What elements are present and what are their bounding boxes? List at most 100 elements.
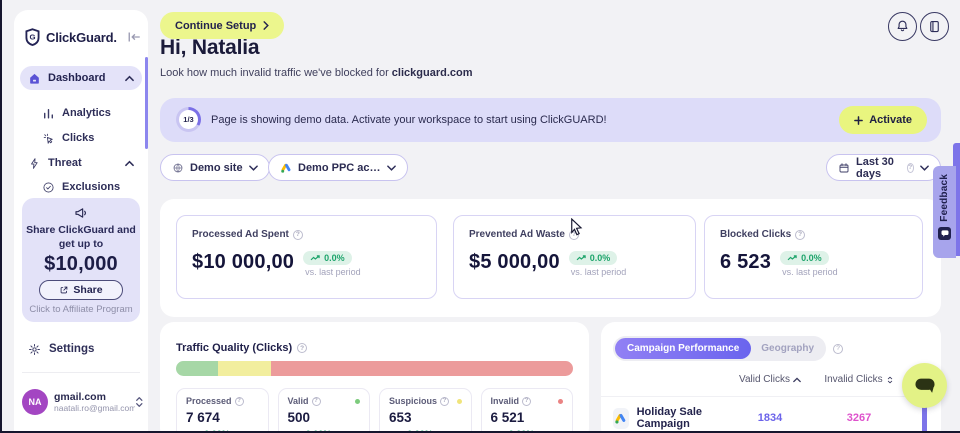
stat-caption: vs. last period: [782, 267, 838, 277]
chevron-down-icon: [386, 164, 396, 171]
tq-card-invalid: Invalid? 6 521 +0.00%: [480, 388, 573, 433]
chat-bubble-icon: [914, 378, 935, 393]
continue-setup-button[interactable]: Continue Setup: [160, 12, 285, 39]
sort-asc-icon: [793, 376, 801, 382]
sidebar-item-analytics[interactable]: Analytics: [20, 102, 142, 124]
info-icon[interactable]: ?: [311, 396, 321, 406]
site-filter-dropdown[interactable]: Demo site: [160, 154, 270, 181]
stat-card-prevented-ad-waste: Prevented Ad Waste? $5 000,00 0.0% vs. l…: [453, 215, 696, 299]
info-icon[interactable]: ?: [297, 343, 308, 353]
sidebar-item-threat[interactable]: Threat: [20, 151, 142, 175]
campaign-row[interactable]: Holiday Sale Campaign 1834 3267: [613, 400, 941, 433]
lightning-icon: [28, 157, 41, 170]
suspicious-dot: [456, 398, 462, 404]
ppc-account-filter-dropdown[interactable]: Demo PPC ac…: [268, 154, 408, 181]
check-circle-icon: [42, 181, 55, 194]
avatar: NA: [22, 389, 48, 415]
invalid-clicks-value: 3267: [846, 412, 872, 424]
tq-value: 653: [389, 410, 412, 425]
feedback-chat-icon: [938, 226, 951, 240]
sidebar-item-label: Threat: [48, 157, 82, 169]
affiliate-program-link[interactable]: Click to Affiliate Program: [29, 304, 133, 315]
sort-icon: [887, 376, 892, 383]
sidebar-item-settings[interactable]: Settings: [20, 338, 142, 360]
brand-name: ClickGuard.: [46, 29, 117, 45]
page-title: Hi, Natalia: [160, 36, 260, 59]
google-ads-icon: [280, 162, 292, 174]
share-button[interactable]: Share: [39, 280, 123, 300]
stat-title: Blocked Clicks: [720, 229, 792, 240]
account-email: naatali.ro@gmail.com: [54, 403, 136, 413]
sidebar-item-dashboard[interactable]: Dashboard: [20, 66, 142, 90]
kpi-panel: Processed Ad Spent? $10 000,00 0.0% vs. …: [160, 199, 941, 317]
info-icon[interactable]: ?: [440, 396, 450, 406]
account-switcher[interactable]: NA gmail.com naatali.ro@gmail.com: [22, 382, 144, 422]
plus-icon: [854, 115, 864, 125]
page-subtitle: Look how much invalid traffic we've bloc…: [160, 67, 473, 79]
date-range-dropdown[interactable]: Last 30 days ?: [826, 154, 941, 181]
bar-segment-invalid: [271, 361, 573, 376]
info-icon[interactable]: ?: [795, 229, 806, 240]
activate-label: Activate: [869, 114, 912, 126]
tab-geography[interactable]: Geography: [761, 343, 815, 354]
megaphone-icon: [22, 205, 140, 221]
tq-card-processed: Processed? 7 674 +0.00%: [176, 388, 269, 433]
stat-title: Processed Ad Spent: [192, 229, 289, 240]
campaign-tabs: Campaign Performance Geography: [613, 336, 827, 361]
help-icon[interactable]: ?: [906, 162, 914, 173]
tab-campaign-performance[interactable]: Campaign Performance: [615, 338, 752, 359]
campaign-table-header: Valid Clicks Invalid Clicks Bl: [613, 374, 941, 385]
stat-change: 0.0%: [801, 253, 822, 263]
sidebar-divider: [22, 372, 140, 373]
account-name: gmail.com: [54, 391, 106, 403]
svg-text:G: G: [29, 32, 35, 41]
campaign-performance-panel: Campaign Performance Geography ? Valid C…: [601, 322, 941, 433]
valid-dot: [355, 398, 360, 404]
tq-card-suspicious: Suspicious? 653 +0.00%: [379, 388, 472, 433]
chevron-up-down-icon: [135, 396, 144, 408]
sidebar-item-exclusions[interactable]: Exclusions: [20, 176, 142, 198]
chevron-up-icon: [125, 159, 134, 168]
docs-button[interactable]: [920, 12, 949, 41]
campaign-name: Holiday Sale Campaign: [636, 406, 703, 430]
subtitle-text: Look how much invalid traffic we've bloc…: [160, 67, 389, 79]
info-icon[interactable]: ?: [292, 229, 303, 240]
sidebar-item-clicks[interactable]: Clicks: [20, 127, 142, 149]
stat-value: $5 000,00: [469, 251, 560, 273]
chat-launcher-button[interactable]: [902, 363, 947, 408]
valid-clicks-value: 1834: [757, 412, 783, 424]
continue-setup-label: Continue Setup: [175, 19, 257, 32]
activate-button[interactable]: Activate: [839, 106, 927, 134]
trend-up-icon: [787, 255, 797, 261]
bar-chart-icon: [42, 107, 55, 120]
sidebar-scrollbar[interactable]: [145, 57, 148, 149]
tq-label: Processed: [186, 396, 232, 406]
sidebar-item-label: Clicks: [62, 132, 95, 144]
help-icon[interactable]: ?: [833, 343, 844, 354]
column-label: Invalid Clicks: [824, 374, 883, 385]
tq-value: 7 674: [186, 410, 220, 425]
info-icon[interactable]: ?: [568, 229, 579, 240]
page-scrollbar[interactable]: [953, 143, 960, 256]
notifications-button[interactable]: [888, 12, 917, 41]
info-icon[interactable]: ?: [522, 396, 532, 406]
sidebar-item-label: Dashboard: [48, 72, 106, 84]
promo-amount: $10,000: [44, 253, 118, 275]
promo-heading: Share ClickGuard and: [26, 224, 136, 236]
chevron-up-icon: [125, 74, 134, 83]
feedback-tab[interactable]: Feedback: [933, 166, 956, 258]
stat-change: 0.0%: [589, 253, 611, 263]
site-filter-value: Demo site: [190, 161, 243, 174]
column-invalid-clicks[interactable]: Invalid Clicks: [813, 374, 905, 385]
traffic-quality-title: Traffic Quality (Clicks): [176, 342, 293, 354]
ppc-account-filter-value: Demo PPC ac…: [298, 161, 381, 174]
stat-title: Prevented Ad Waste: [469, 229, 565, 240]
stat-caption: vs. last period: [305, 267, 361, 277]
info-icon[interactable]: ?: [234, 396, 244, 406]
calendar-icon: [838, 162, 850, 174]
brand-logo: G ClickGuard.: [24, 26, 142, 48]
invalid-dot: [558, 398, 563, 404]
sidebar-collapse-icon[interactable]: [127, 30, 142, 44]
column-valid-clicks[interactable]: Valid Clicks: [727, 374, 813, 385]
